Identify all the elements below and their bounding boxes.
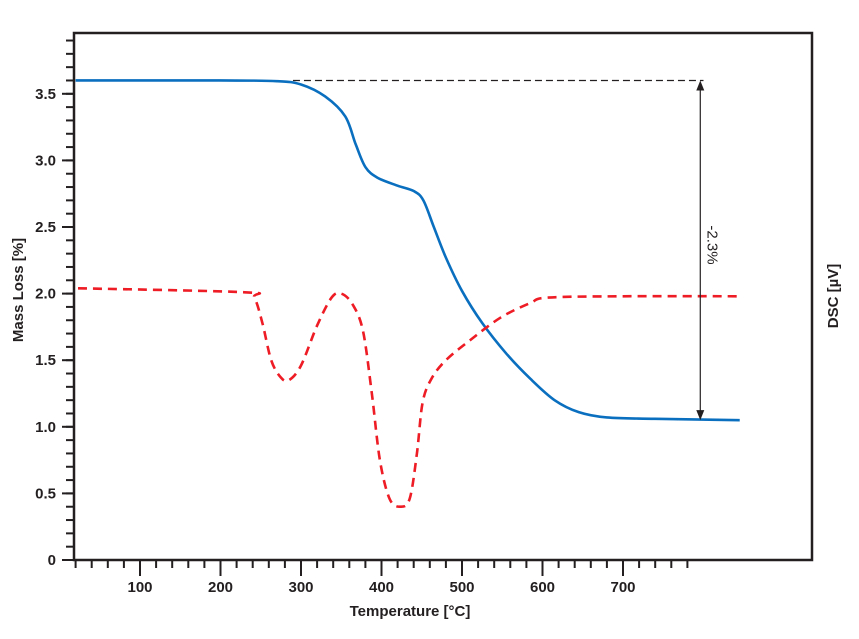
arrow-up-icon — [696, 80, 705, 91]
x-axis-title: Temperature [°C] — [350, 603, 471, 620]
x-axis-ticks: 100 200 300 400 500 600 700 — [74, 560, 689, 596]
y-tick-label: 0 — [48, 552, 56, 569]
arrow-down-icon — [696, 410, 705, 421]
annotations: -2.3% — [292, 79, 720, 421]
x-tick-label: 500 — [449, 579, 474, 596]
series-group — [75, 79, 740, 509]
y-tick-label: 0.5 — [35, 485, 56, 502]
y-tick-label: 3.0 — [35, 152, 56, 169]
x-tick-label: 200 — [208, 579, 233, 596]
x-tick-label: 300 — [288, 579, 313, 596]
y-tick-label: 3.5 — [35, 86, 56, 103]
x-tick-label: 100 — [127, 579, 152, 596]
dsc-series-line — [77, 286, 738, 509]
y-axis-ticks: 0 0.5 1.0 1.5 2.0 2.5 3.0 3.5 — [35, 39, 74, 569]
x-tick-label: 400 — [369, 579, 394, 596]
y-tick-label: 1.0 — [35, 419, 56, 436]
mass-loss-series-line — [75, 79, 740, 422]
y-tick-label: 2.5 — [35, 219, 56, 236]
y-tick-label: 1.5 — [35, 352, 56, 369]
y-tick-label: 2.0 — [35, 286, 56, 303]
x-tick-label: 600 — [530, 579, 555, 596]
plot-frame — [72, 31, 814, 562]
mass-loss-delta-label: -2.3% — [703, 225, 720, 264]
y-axis-title: Mass Loss [%] — [10, 238, 27, 342]
x-tick-label: 700 — [610, 579, 635, 596]
y2-axis-title: DSC [µV] — [825, 264, 842, 328]
